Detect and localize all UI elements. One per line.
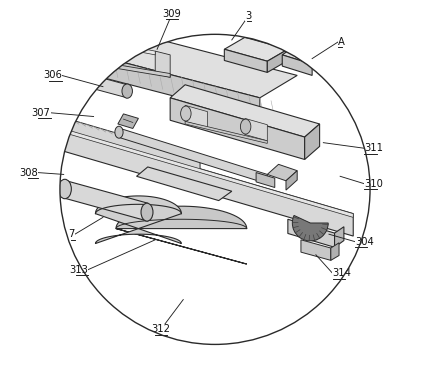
Polygon shape [65, 47, 260, 118]
Text: 307: 307 [32, 108, 51, 118]
Polygon shape [118, 128, 267, 184]
Polygon shape [107, 42, 155, 55]
Polygon shape [79, 72, 127, 98]
Ellipse shape [141, 203, 153, 221]
Text: 311: 311 [365, 143, 384, 153]
Polygon shape [65, 25, 297, 98]
Polygon shape [137, 167, 232, 201]
Polygon shape [170, 85, 319, 137]
Polygon shape [305, 124, 319, 159]
Polygon shape [92, 38, 107, 64]
Ellipse shape [58, 179, 71, 199]
Polygon shape [116, 206, 247, 264]
Polygon shape [301, 240, 331, 260]
Polygon shape [286, 171, 297, 190]
Text: 308: 308 [19, 168, 37, 177]
Polygon shape [288, 219, 335, 247]
Polygon shape [60, 117, 200, 171]
Polygon shape [185, 122, 267, 143]
Polygon shape [60, 128, 353, 236]
Ellipse shape [181, 106, 191, 121]
Polygon shape [185, 105, 208, 128]
Ellipse shape [115, 126, 123, 138]
Text: 7: 7 [68, 229, 75, 239]
Ellipse shape [122, 84, 132, 98]
Text: 312: 312 [151, 324, 170, 334]
Ellipse shape [74, 70, 86, 86]
Polygon shape [282, 44, 327, 64]
Text: 304: 304 [355, 237, 374, 247]
Text: 309: 309 [163, 9, 181, 19]
Polygon shape [92, 60, 170, 77]
Polygon shape [267, 164, 297, 181]
Text: 314: 314 [333, 268, 352, 278]
Text: 313: 313 [69, 265, 88, 275]
Polygon shape [267, 49, 288, 72]
Polygon shape [245, 118, 267, 141]
Polygon shape [224, 49, 267, 72]
Polygon shape [118, 114, 138, 129]
Polygon shape [331, 243, 339, 260]
Ellipse shape [240, 119, 251, 134]
Text: 3: 3 [246, 10, 252, 21]
Polygon shape [64, 180, 148, 221]
Polygon shape [60, 128, 353, 218]
Text: A: A [338, 37, 345, 47]
Text: 310: 310 [365, 179, 383, 189]
Polygon shape [95, 196, 181, 243]
Text: 306: 306 [43, 70, 62, 80]
Polygon shape [170, 98, 305, 159]
Polygon shape [256, 172, 275, 188]
Polygon shape [282, 55, 312, 75]
Polygon shape [155, 51, 170, 77]
Polygon shape [335, 227, 344, 247]
Wedge shape [292, 215, 328, 241]
Polygon shape [224, 37, 288, 61]
